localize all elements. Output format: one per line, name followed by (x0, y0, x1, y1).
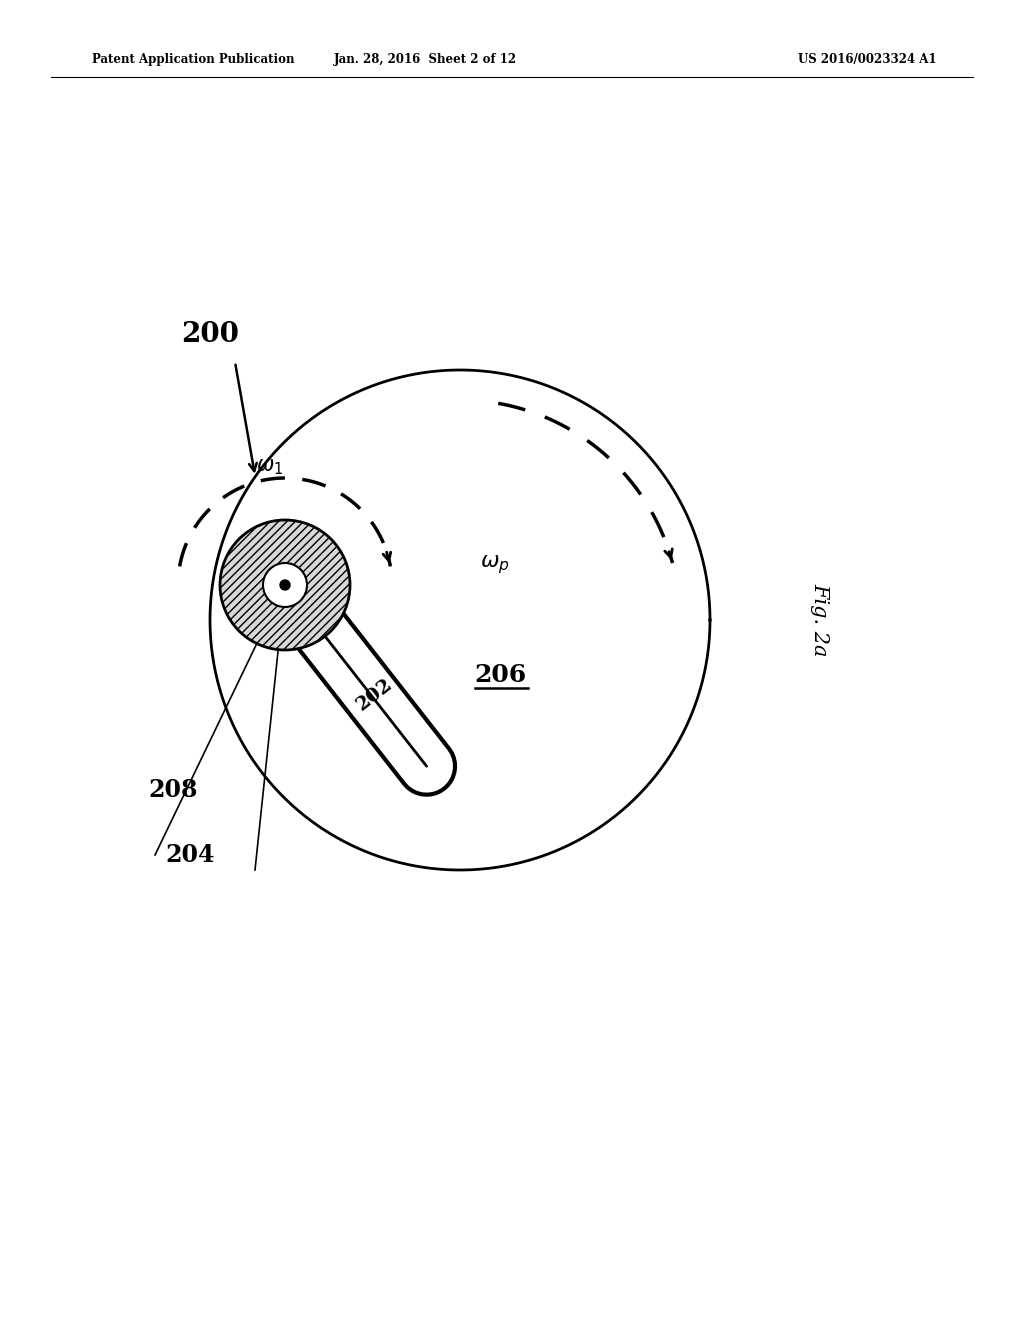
Circle shape (263, 564, 307, 607)
Text: 208: 208 (148, 777, 198, 803)
Text: Patent Application Publication: Patent Application Publication (92, 53, 295, 66)
Text: $\omega_p$: $\omega_p$ (480, 553, 510, 577)
Circle shape (220, 520, 350, 649)
Text: US 2016/0023324 A1: US 2016/0023324 A1 (799, 53, 937, 66)
Text: $\omega_1$: $\omega_1$ (256, 457, 284, 477)
Text: Jan. 28, 2016  Sheet 2 of 12: Jan. 28, 2016 Sheet 2 of 12 (334, 53, 516, 66)
Text: Fig. 2a: Fig. 2a (811, 583, 829, 657)
Text: 204: 204 (165, 843, 215, 867)
Text: 200: 200 (181, 322, 239, 348)
Text: 206: 206 (474, 663, 526, 686)
Text: 202: 202 (353, 675, 396, 714)
Circle shape (280, 579, 290, 590)
